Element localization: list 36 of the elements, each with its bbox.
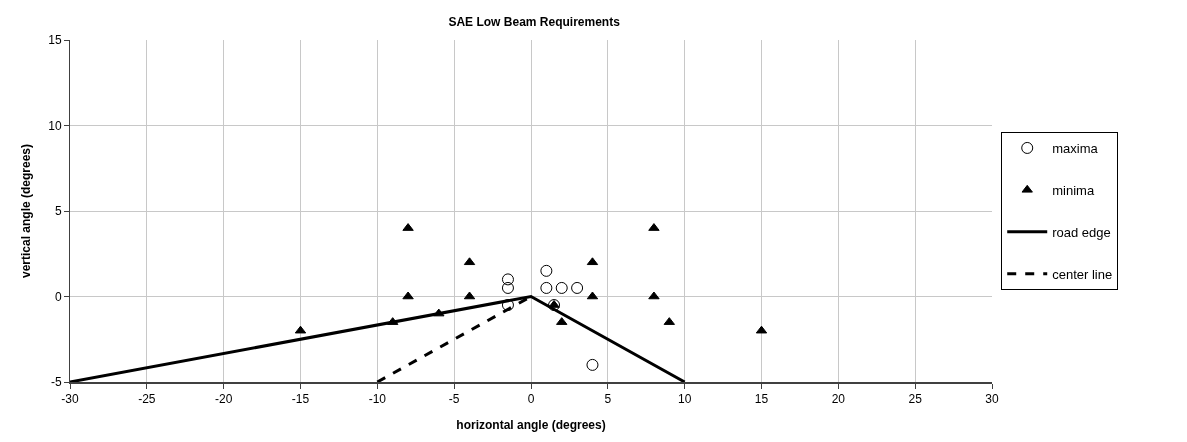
x-tick-label: -20 [215,392,233,407]
x-tick-label: 30 [985,392,999,407]
y-tick-label: 5 [54,204,62,219]
y-tick-label: 10 [48,118,62,133]
x-tick-label: -10 [368,392,387,407]
x-tick-label: 10 [677,392,692,407]
point [648,291,660,300]
x-tick-label: 5 [604,392,612,407]
chart-title: SAE Low Beam Requirements [448,15,621,30]
point [402,291,414,300]
point [571,281,584,294]
point [501,281,514,294]
x-tick-label: -30 [61,392,79,407]
legend-label: minima [1052,182,1095,198]
point [540,281,553,294]
x-tick-label: -5 [448,392,460,407]
y-tick-label: 15 [48,33,62,48]
x-tick-label: -15 [291,392,310,407]
legend-label: center line [1052,266,1113,282]
y-axis-title: vertical angle (degrees) [18,143,33,279]
point [555,281,568,294]
legend-label: road edge [1052,224,1111,240]
point [501,299,514,312]
point [586,358,599,371]
x-tick-label: 0 [527,392,535,407]
point [540,264,553,277]
y-tick-label: -5 [50,375,62,390]
x-axis-title: horizontal angle (degrees) [456,417,606,432]
point [501,273,514,286]
legend-label: maxima [1052,141,1099,157]
point [548,299,561,312]
x-tick-label: -25 [138,392,156,407]
x-tick-label: 15 [754,392,769,407]
y-tick-label: 0 [54,289,62,304]
x-tick-label: 20 [831,392,846,407]
x-tick-label: 25 [908,392,923,407]
